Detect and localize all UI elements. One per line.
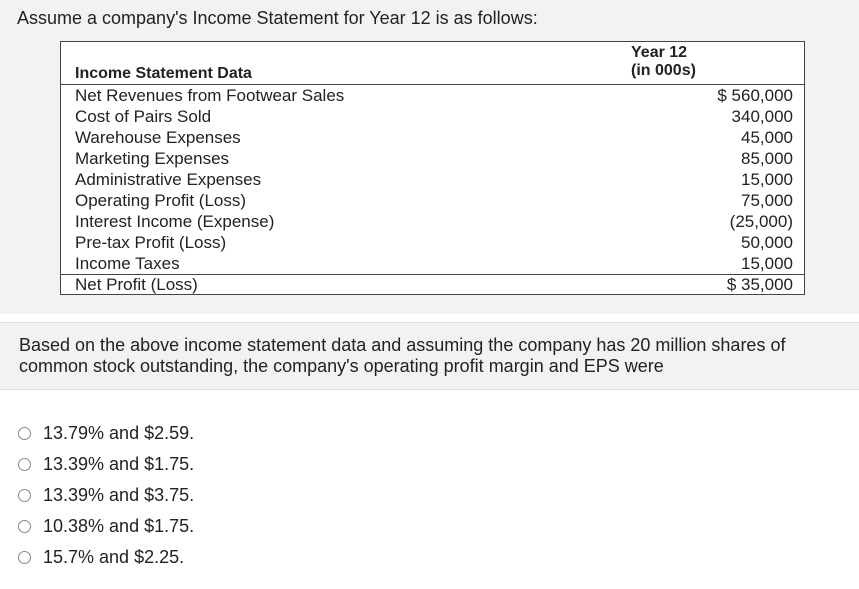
table-row: Warehouse Expenses 45,000 xyxy=(61,127,804,148)
table-row: Net Revenues from Footwear Sales $ 560,00… xyxy=(61,85,804,106)
table-row: Interest Income (Expense) (25,000) xyxy=(61,211,804,232)
radio-button[interactable] xyxy=(18,551,31,564)
table-row: Marketing Expenses 85,000 xyxy=(61,148,804,169)
radio-button[interactable] xyxy=(18,520,31,533)
row-label: Pre-tax Profit (Loss) xyxy=(75,233,227,252)
radio-button[interactable] xyxy=(18,427,31,440)
row-label: Net Revenues from Footwear Sales xyxy=(75,86,345,105)
intro-text: Assume a company's Income Statement for … xyxy=(17,8,538,28)
row-label: Net Profit (Loss) xyxy=(75,275,198,294)
table-row: Administrative Expenses 15,000 xyxy=(61,169,804,190)
row-label: Warehouse Expenses xyxy=(75,128,241,147)
row-label: Operating Profit (Loss) xyxy=(75,191,247,210)
row-value: 50,000 xyxy=(741,233,793,252)
row-value: 45,000 xyxy=(741,128,793,147)
table-row: Cost of Pairs Sold 340,000 xyxy=(61,106,804,127)
row-value: 340,000 xyxy=(731,107,793,126)
radio-button[interactable] xyxy=(18,458,31,471)
option-label[interactable]: 13.39% and $3.75. xyxy=(43,485,195,505)
answer-option[interactable]: 15.7% and $2.25. xyxy=(18,542,859,573)
row-label: Administrative Expenses xyxy=(75,170,262,189)
label-column-header: Income Statement Data xyxy=(75,65,252,82)
table-row: Pre-tax Profit (Loss) 50,000 xyxy=(61,232,804,253)
row-value: 15,000 xyxy=(741,254,793,273)
row-label: Cost of Pairs Sold xyxy=(75,107,212,126)
year-column-header: Year 12 (in 000s) xyxy=(631,44,696,80)
year-header-line1: Year 12 xyxy=(631,44,688,61)
year-header-line2: (in 000s) xyxy=(631,62,696,79)
income-statement-table: Income Statement Data Year 12 (in 000s) … xyxy=(60,41,805,295)
row-value: $ 35,000 xyxy=(726,275,793,294)
row-value: $ 560,000 xyxy=(717,86,793,105)
option-label[interactable]: 13.39% and $1.75. xyxy=(43,454,195,474)
table-header: Income Statement Data Year 12 (in 000s) xyxy=(61,42,804,85)
table-row: Income Taxes 15,000 xyxy=(61,253,804,274)
answer-option[interactable]: 13.39% and $3.75. xyxy=(18,480,859,511)
question-text: Based on the above income statement data… xyxy=(0,322,859,390)
answer-option[interactable]: 10.38% and $1.75. xyxy=(18,511,859,542)
answer-option[interactable]: 13.79% and $2.59. xyxy=(18,418,859,449)
answer-options: 13.79% and $2.59. 13.39% and $1.75. 13.3… xyxy=(0,390,859,573)
radio-button[interactable] xyxy=(18,489,31,502)
table-row-total: Net Profit (Loss) $ 35,000 xyxy=(61,274,804,295)
row-value: 85,000 xyxy=(741,149,793,168)
table-row: Operating Profit (Loss) 75,000 xyxy=(61,190,804,211)
statement-section: Assume a company's Income Statement for … xyxy=(0,0,859,314)
option-label[interactable]: 15.7% and $2.25. xyxy=(43,547,185,567)
row-label: Marketing Expenses xyxy=(75,149,230,168)
row-value: 75,000 xyxy=(741,191,793,210)
row-value: 15,000 xyxy=(741,170,793,189)
row-label: Interest Income (Expense) xyxy=(75,212,275,231)
option-label[interactable]: 13.79% and $2.59. xyxy=(43,423,195,443)
row-label: Income Taxes xyxy=(75,254,180,273)
answer-option[interactable]: 13.39% and $1.75. xyxy=(18,449,859,480)
option-label[interactable]: 10.38% and $1.75. xyxy=(43,516,195,536)
row-value: (25,000) xyxy=(729,212,793,231)
